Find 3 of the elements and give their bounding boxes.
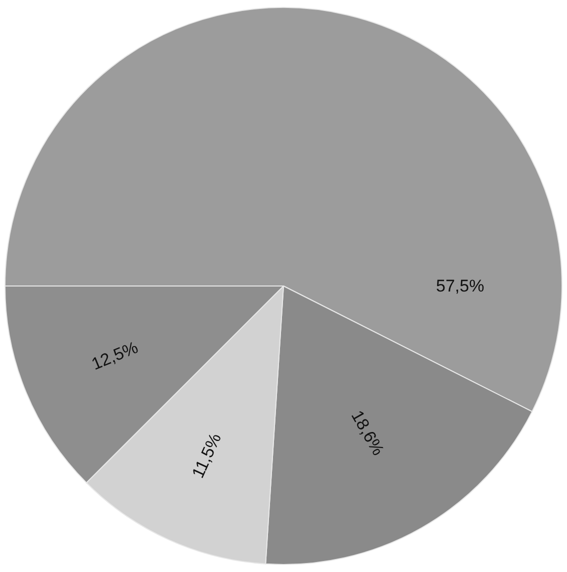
data-label: 11,5%	[188, 430, 225, 481]
data-label: 57,5%	[436, 276, 484, 296]
data-label: 12,5%	[88, 338, 141, 374]
